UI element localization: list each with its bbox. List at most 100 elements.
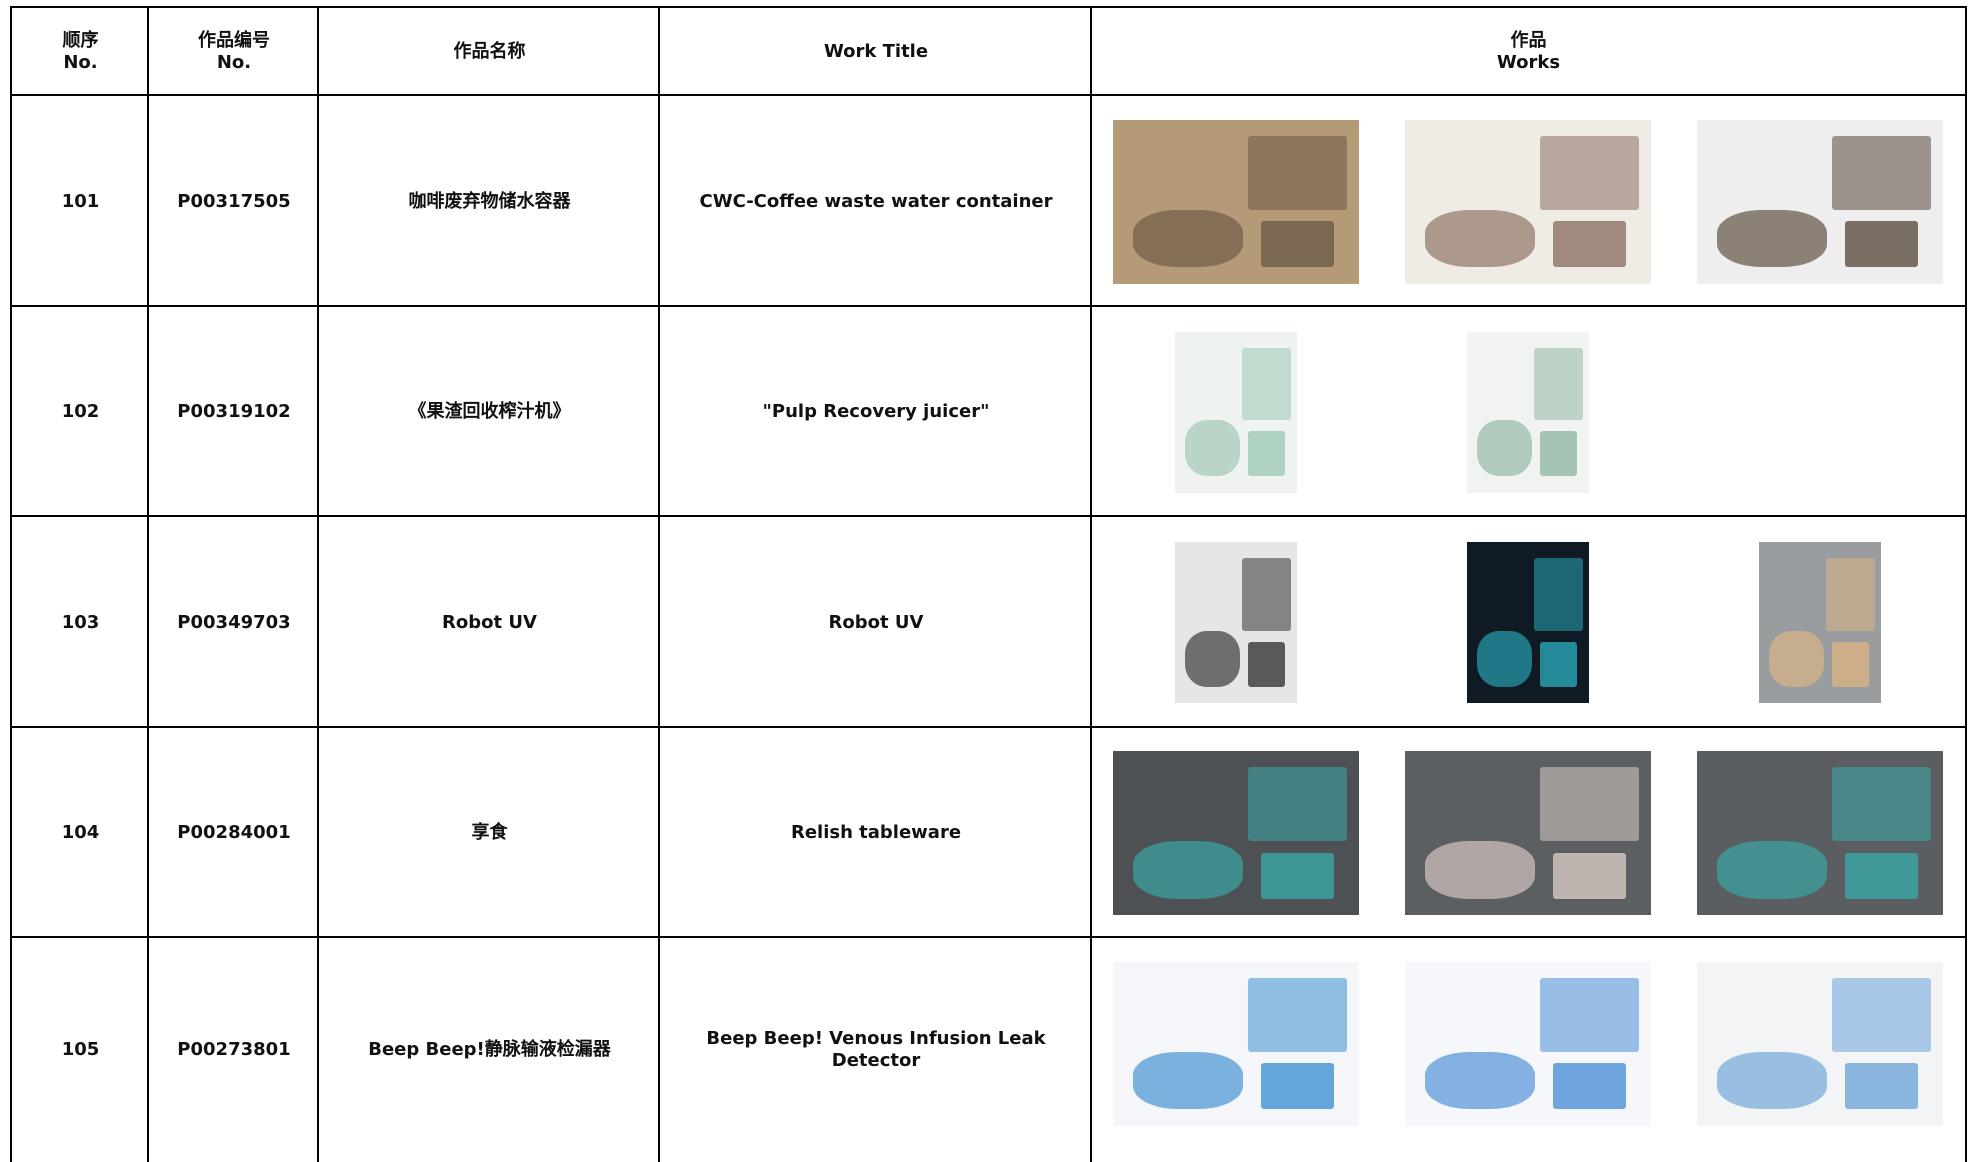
table-cell: 101 <box>10 94 149 307</box>
work-thumbnail <box>1759 542 1881 703</box>
header-text: 作品 <box>1510 30 1547 52</box>
table-cell: 105 <box>10 936 149 1162</box>
thumbnail-shape <box>1242 558 1291 631</box>
thumbnail-shape <box>1534 347 1583 421</box>
work-thumbnail <box>1113 961 1359 1126</box>
header-cell: 顺序 No. <box>10 6 149 96</box>
cell-text: "Pulp Recovery juicer" <box>762 401 990 423</box>
thumbnail-shape <box>1552 221 1627 268</box>
header-text: 顺序 <box>62 30 99 52</box>
thumbnail-shape <box>1248 977 1347 1052</box>
table-cell: Relish tableware <box>658 726 1092 938</box>
table-cell: 103 <box>10 515 149 728</box>
work-thumbnail <box>1697 119 1943 284</box>
cell-text: P00317505 <box>177 190 291 212</box>
table-cell <box>1090 94 1967 307</box>
table-cell: Robot UV <box>658 515 1092 728</box>
cell-text: 102 <box>61 401 100 423</box>
thumbnail-shape <box>1844 1063 1919 1110</box>
cell-text: 享食 <box>471 822 508 844</box>
work-thumbnail <box>1467 331 1589 493</box>
cell-text: 103 <box>61 611 100 633</box>
table-cell <box>1090 726 1967 938</box>
cell-text: Beep Beep!静脉输液检漏器 <box>368 1039 611 1061</box>
work-thumbnail <box>1697 751 1943 915</box>
thumbnail-shape <box>1260 221 1335 268</box>
thumbnail-shape <box>1552 852 1627 899</box>
work-thumbnail <box>1405 119 1651 284</box>
thumbnail-shape <box>1540 431 1577 477</box>
thumbnail-shape <box>1132 209 1244 268</box>
work-thumbnail <box>1697 961 1943 1126</box>
work-thumbnail <box>1467 542 1589 703</box>
thumbnail-shape <box>1248 641 1285 687</box>
thumbnail-shape <box>1832 767 1931 842</box>
cell-text: P00319102 <box>177 401 291 423</box>
table-cell: P00317505 <box>147 94 319 307</box>
thumbnail-shape <box>1716 1051 1828 1110</box>
header-text: No. <box>63 52 98 73</box>
thumbnail-shape <box>1424 841 1536 899</box>
header-text: No. <box>216 52 252 73</box>
thumbnail-shape <box>1832 135 1931 210</box>
thumbnail-shape <box>1716 841 1828 899</box>
thumbnail-shape <box>1534 558 1583 631</box>
thumbnail-shape <box>1540 977 1639 1052</box>
table-cell: P00319102 <box>147 305 319 517</box>
work-thumbnail <box>1113 751 1359 915</box>
thumbnail-shape <box>1540 135 1639 210</box>
thumbnail-shape <box>1424 209 1536 268</box>
table-cell: 104 <box>10 726 149 938</box>
cell-text: CWC-Coffee waste water container <box>699 190 1053 212</box>
thumbnail-shape <box>1476 630 1532 687</box>
thumbnail-shape <box>1844 221 1919 268</box>
cell-text: 101 <box>61 190 100 212</box>
cell-text: Relish tableware <box>790 822 962 844</box>
table-cell: Robot UV <box>317 515 660 728</box>
thumbnail-shape <box>1248 135 1347 210</box>
table-cell: Beep Beep! Venous Infusion Leak Detector <box>658 936 1092 1162</box>
table-cell <box>1090 305 1967 517</box>
cell-text: P00349703 <box>177 611 291 633</box>
cell-text: P00284001 <box>177 822 291 844</box>
work-thumbnail <box>1175 331 1297 493</box>
table-cell: 102 <box>10 305 149 517</box>
thumbnail-shape <box>1132 1051 1244 1110</box>
thumbnail-shape <box>1552 1063 1627 1110</box>
cell-text: Robot UV <box>828 611 924 633</box>
header-cell: Work Title <box>658 6 1092 96</box>
work-thumbnail <box>1113 119 1359 284</box>
thumbnail-shape <box>1476 420 1532 477</box>
cell-text: Beep Beep! Venous Infusion Leak Detector <box>706 1028 1046 1071</box>
cell-text: 104 <box>61 822 100 844</box>
table-cell: P00349703 <box>147 515 319 728</box>
header-text: 作品名称 <box>453 41 526 63</box>
table-cell: 享食 <box>317 726 660 938</box>
cell-text: P00273801 <box>177 1039 291 1061</box>
table-cell <box>1090 515 1967 728</box>
thumbnail-shape <box>1248 431 1285 477</box>
thumbnail-shape <box>1184 420 1240 477</box>
cell-text: 咖啡废弃物储水容器 <box>408 190 571 212</box>
cell-text: 105 <box>61 1039 100 1061</box>
work-thumbnail <box>1405 751 1651 915</box>
header-cell: 作品编号 No. <box>147 6 319 96</box>
cell-text: 《果渣回收榨汁机》 <box>408 401 571 423</box>
thumbnail-shape <box>1424 1051 1536 1110</box>
thumbnail-shape <box>1132 841 1244 899</box>
header-cell: 作品 Works <box>1090 6 1967 96</box>
thumbnail-shape <box>1716 209 1828 268</box>
header-text: Works <box>1496 52 1561 73</box>
table-cell <box>1090 936 1967 1162</box>
table-cell: 《果渣回收榨汁机》 <box>317 305 660 517</box>
thumbnail-shape <box>1826 558 1875 631</box>
thumbnail-shape <box>1242 347 1291 421</box>
thumbnail-shape <box>1260 1063 1335 1110</box>
header-text: Work Title <box>823 41 929 63</box>
thumbnail-shape <box>1184 630 1240 687</box>
work-thumbnail <box>1405 961 1651 1126</box>
table-cell: Beep Beep!静脉输液检漏器 <box>317 936 660 1162</box>
cell-text: Robot UV <box>442 611 537 633</box>
table-cell: CWC-Coffee waste water container <box>658 94 1092 307</box>
